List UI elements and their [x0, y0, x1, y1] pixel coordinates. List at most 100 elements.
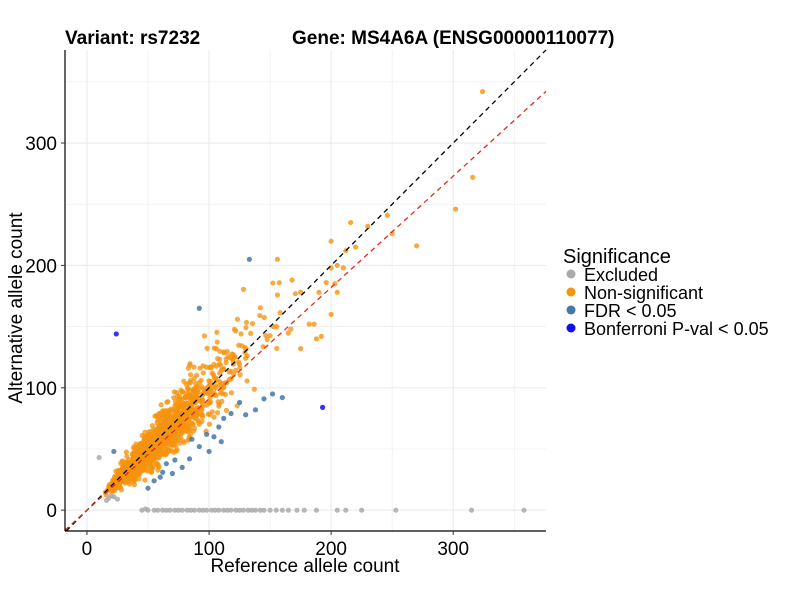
- point-non-significant: [213, 384, 219, 390]
- point-excluded: [273, 507, 279, 513]
- point-non-significant: [173, 448, 179, 454]
- point-non-significant: [206, 386, 212, 392]
- point-non-significant: [274, 345, 280, 352]
- legend-label-fdr: FDR < 0.05: [584, 301, 677, 321]
- point-excluded: [249, 507, 255, 513]
- point-non-significant: [200, 370, 206, 376]
- point-non-significant: [224, 348, 230, 355]
- point-non-significant: [167, 438, 173, 444]
- point-non-significant: [261, 314, 267, 321]
- point-non-significant: [311, 321, 317, 327]
- point-non-significant: [215, 355, 221, 362]
- point-non-significant: [161, 408, 167, 414]
- point-non-significant: [223, 407, 230, 413]
- point-non-significant: [148, 450, 154, 456]
- point-non-significant: [138, 445, 145, 452]
- point-non-significant: [244, 378, 250, 384]
- point-fdr-0-05: [218, 439, 224, 445]
- point-non-significant: [176, 393, 183, 399]
- point-non-significant: [274, 292, 281, 298]
- point-non-significant: [191, 375, 197, 382]
- point-non-significant: [171, 426, 177, 432]
- point-excluded: [224, 507, 230, 513]
- point-excluded: [163, 507, 169, 513]
- point-non-significant: [217, 378, 223, 385]
- point-excluded: [267, 507, 273, 513]
- x-tick-label: 200: [315, 539, 347, 560]
- legend-swatch-non-significant: [566, 287, 576, 297]
- point-non-significant: [243, 319, 250, 326]
- chart-title-gene: Gene: MS4A6A (ENSG00000110077): [292, 28, 614, 49]
- point-excluded: [228, 507, 234, 513]
- point-non-significant: [231, 353, 238, 360]
- point-fdr-0-05: [221, 415, 227, 421]
- point-fdr-0-05: [279, 394, 285, 401]
- point-fdr-0-05: [145, 485, 151, 491]
- point-non-significant: [149, 455, 155, 461]
- point-non-significant: [243, 325, 249, 331]
- point-excluded: [179, 507, 185, 513]
- point-fdr-0-05: [160, 469, 166, 475]
- point-non-significant: [208, 365, 214, 371]
- axes: [64, 50, 546, 532]
- point-non-significant: [230, 359, 236, 365]
- point-fdr-0-05: [252, 407, 259, 413]
- point-excluded: [191, 507, 198, 513]
- point-non-significant: [150, 426, 156, 432]
- point-non-significant: [172, 408, 178, 414]
- point-non-significant: [197, 365, 203, 371]
- point-non-significant: [249, 321, 256, 327]
- point-fdr-0-05: [246, 256, 252, 262]
- point-non-significant: [316, 289, 322, 295]
- point-non-significant: [189, 420, 195, 426]
- legend-swatch-excluded: [566, 269, 576, 279]
- y-axis-label: Alternative allele count: [6, 212, 27, 404]
- point-non-significant: [184, 390, 190, 396]
- point-non-significant: [199, 397, 205, 404]
- point-non-significant: [180, 388, 186, 395]
- y-tick-label: 200: [25, 256, 57, 277]
- point-excluded: [233, 507, 239, 513]
- point-non-significant: [153, 462, 159, 468]
- point-non-significant: [306, 321, 312, 327]
- point-non-significant: [197, 379, 203, 386]
- point-non-significant: [187, 396, 193, 402]
- point-excluded: [334, 507, 340, 513]
- point-non-significant: [181, 414, 187, 420]
- point-excluded: [111, 494, 117, 500]
- legend-label-excluded: Excluded: [584, 265, 658, 285]
- point-excluded: [285, 507, 292, 513]
- point-non-significant: [148, 469, 154, 475]
- legend-title: Significance: [563, 246, 671, 268]
- point-excluded: [155, 507, 161, 513]
- point-non-significant: [163, 451, 169, 458]
- point-non-significant: [118, 472, 124, 478]
- point-non-significant: [264, 336, 270, 343]
- point-non-significant: [124, 453, 130, 459]
- point-fdr-0-05: [206, 448, 212, 455]
- y-tick-label: 0: [46, 501, 57, 522]
- point-non-significant: [193, 380, 199, 386]
- point-non-significant: [183, 395, 189, 401]
- point-non-significant: [127, 475, 133, 481]
- point-non-significant: [228, 390, 235, 396]
- point-fdr-0-05: [211, 434, 217, 440]
- point-non-significant: [181, 439, 187, 445]
- point-fdr-0-05: [196, 443, 202, 450]
- point-non-significant: [179, 427, 186, 434]
- point-non-significant: [163, 417, 169, 423]
- x-tick-label: 300: [437, 539, 469, 560]
- point-non-significant: [263, 332, 269, 339]
- point-non-significant: [199, 412, 205, 418]
- point-non-significant: [114, 483, 120, 489]
- point-non-significant: [156, 455, 162, 461]
- point-non-significant: [113, 477, 119, 483]
- point-non-significant: [257, 312, 263, 319]
- point-non-significant: [189, 401, 195, 407]
- point-non-significant: [175, 405, 181, 411]
- point-non-significant: [223, 359, 229, 366]
- point-non-significant: [201, 333, 208, 339]
- point-excluded: [236, 507, 243, 513]
- point-excluded: [216, 507, 222, 513]
